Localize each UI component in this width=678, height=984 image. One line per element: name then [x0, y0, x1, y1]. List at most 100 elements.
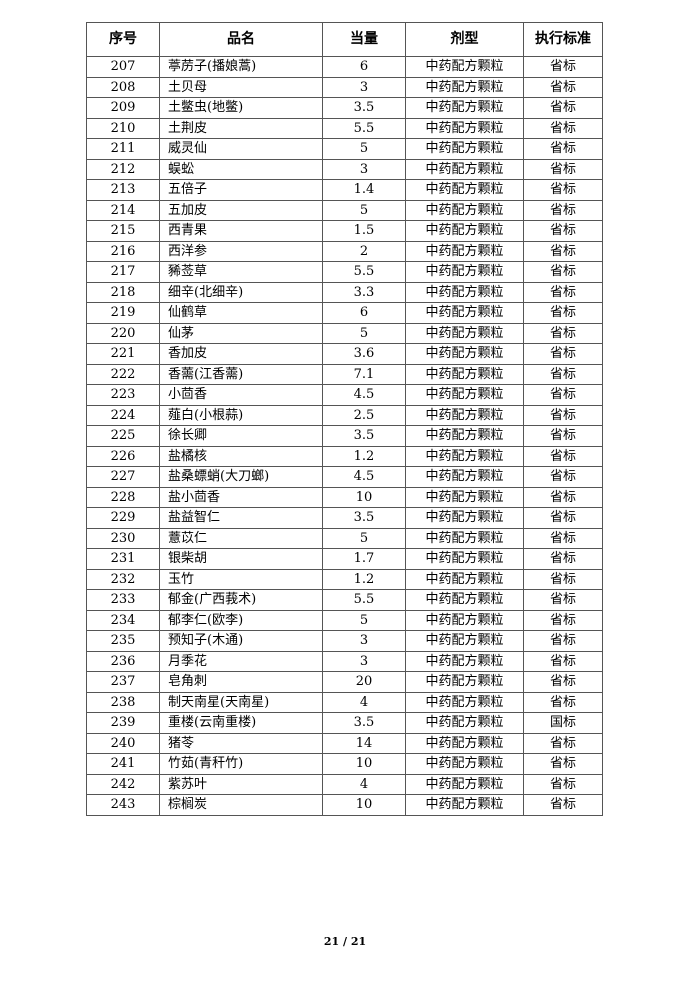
cell-index: 237 [86, 671, 160, 693]
table-row: 240 猪苓 14 中药配方颗粒 省标 [86, 732, 603, 754]
cell-equivalent: 5 [322, 138, 406, 160]
cell-name: 棕榈炭 [159, 794, 323, 816]
cell-standard: 省标 [523, 486, 603, 508]
cell-standard: 省标 [523, 322, 603, 344]
cell-standard: 省标 [523, 466, 603, 488]
table-row: 238 制天南星(天南星) 4 中药配方颗粒 省标 [86, 691, 603, 713]
table-row: 218 细辛(北细辛) 3.3 中药配方颗粒 省标 [86, 281, 603, 303]
header-name: 品名 [159, 22, 323, 57]
cell-index: 231 [86, 548, 160, 570]
cell-dosage-form: 中药配方颗粒 [405, 630, 524, 652]
cell-standard: 省标 [523, 425, 603, 447]
cell-index: 243 [86, 794, 160, 816]
table-row: 217 豨莶草 5.5 中药配方颗粒 省标 [86, 261, 603, 283]
cell-name: 土鳖虫(地鳖) [159, 97, 323, 119]
cell-dosage-form: 中药配方颗粒 [405, 220, 524, 242]
cell-name: 薏苡仁 [159, 527, 323, 549]
cell-name: 盐桑螵蛸(大刀螂) [159, 466, 323, 488]
cell-name: 郁李仁(欧李) [159, 609, 323, 631]
cell-standard: 省标 [523, 97, 603, 119]
table-row: 233 郁金(广西莪术) 5.5 中药配方颗粒 省标 [86, 589, 603, 611]
cell-dosage-form: 中药配方颗粒 [405, 158, 524, 180]
table-row: 228 盐小茴香 10 中药配方颗粒 省标 [86, 486, 603, 508]
cell-dosage-form: 中药配方颗粒 [405, 343, 524, 365]
cell-name: 银柴胡 [159, 548, 323, 570]
cell-dosage-form: 中药配方颗粒 [405, 97, 524, 119]
cell-name: 徐长卿 [159, 425, 323, 447]
cell-index: 218 [86, 281, 160, 303]
cell-dosage-form: 中药配方颗粒 [405, 568, 524, 590]
cell-equivalent: 3.5 [322, 97, 406, 119]
cell-dosage-form: 中药配方颗粒 [405, 794, 524, 816]
cell-name: 紫苏叶 [159, 773, 323, 795]
table-row: 239 重楼(云南重楼) 3.5 中药配方颗粒 国标 [86, 712, 603, 734]
cell-dosage-form: 中药配方颗粒 [405, 712, 524, 734]
cell-name: 土贝母 [159, 76, 323, 98]
table-row: 220 仙茅 5 中药配方颗粒 省标 [86, 322, 603, 344]
cell-equivalent: 3 [322, 650, 406, 672]
cell-equivalent: 3 [322, 630, 406, 652]
cell-index: 214 [86, 199, 160, 221]
cell-standard: 省标 [523, 220, 603, 242]
cell-name: 西青果 [159, 220, 323, 242]
cell-dosage-form: 中药配方颗粒 [405, 56, 524, 78]
cell-standard: 省标 [523, 76, 603, 98]
cell-name: 威灵仙 [159, 138, 323, 160]
cell-name: 郁金(广西莪术) [159, 589, 323, 611]
cell-dosage-form: 中药配方颗粒 [405, 322, 524, 344]
table-row: 237 皂角刺 20 中药配方颗粒 省标 [86, 671, 603, 693]
cell-equivalent: 4 [322, 691, 406, 713]
cell-dosage-form: 中药配方颗粒 [405, 671, 524, 693]
header-standard: 执行标准 [523, 22, 603, 57]
cell-standard: 省标 [523, 773, 603, 795]
cell-dosage-form: 中药配方颗粒 [405, 179, 524, 201]
table-row: 227 盐桑螵蛸(大刀螂) 4.5 中药配方颗粒 省标 [86, 466, 603, 488]
cell-equivalent: 10 [322, 753, 406, 775]
cell-dosage-form: 中药配方颗粒 [405, 691, 524, 713]
cell-name: 盐益智仁 [159, 507, 323, 529]
cell-dosage-form: 中药配方颗粒 [405, 117, 524, 139]
table-row: 235 预知子(木通) 3 中药配方颗粒 省标 [86, 630, 603, 652]
cell-name: 小茴香 [159, 384, 323, 406]
cell-equivalent: 1.5 [322, 220, 406, 242]
cell-equivalent: 6 [322, 302, 406, 324]
cell-index: 210 [86, 117, 160, 139]
table-row: 224 薤白(小根蒜) 2.5 中药配方颗粒 省标 [86, 404, 603, 426]
cell-dosage-form: 中药配方颗粒 [405, 589, 524, 611]
cell-index: 216 [86, 240, 160, 262]
cell-index: 235 [86, 630, 160, 652]
cell-equivalent: 1.4 [322, 179, 406, 201]
cell-index: 211 [86, 138, 160, 160]
table-row: 210 土荆皮 5.5 中药配方颗粒 省标 [86, 117, 603, 139]
table-row: 242 紫苏叶 4 中药配方颗粒 省标 [86, 773, 603, 795]
cell-standard: 省标 [523, 568, 603, 590]
table-row: 229 盐益智仁 3.5 中药配方颗粒 省标 [86, 507, 603, 529]
cell-index: 233 [86, 589, 160, 611]
cell-dosage-form: 中药配方颗粒 [405, 281, 524, 303]
table-row: 230 薏苡仁 5 中药配方颗粒 省标 [86, 527, 603, 549]
table-row: 226 盐橘核 1.2 中药配方颗粒 省标 [86, 445, 603, 467]
cell-standard: 省标 [523, 794, 603, 816]
cell-index: 221 [86, 343, 160, 365]
table-row: 243 棕榈炭 10 中药配方颗粒 省标 [86, 794, 603, 816]
cell-name: 香薷(江香薷) [159, 363, 323, 385]
cell-equivalent: 5.5 [322, 261, 406, 283]
table-row: 232 玉竹 1.2 中药配方颗粒 省标 [86, 568, 603, 590]
cell-index: 226 [86, 445, 160, 467]
cell-equivalent: 4.5 [322, 384, 406, 406]
cell-equivalent: 4.5 [322, 466, 406, 488]
cell-standard: 省标 [523, 445, 603, 467]
cell-name: 细辛(北细辛) [159, 281, 323, 303]
cell-name: 制天南星(天南星) [159, 691, 323, 713]
cell-dosage-form: 中药配方颗粒 [405, 609, 524, 631]
cell-equivalent: 6 [322, 56, 406, 78]
cell-dosage-form: 中药配方颗粒 [405, 76, 524, 98]
cell-standard: 省标 [523, 650, 603, 672]
cell-index: 225 [86, 425, 160, 447]
cell-standard: 省标 [523, 548, 603, 570]
cell-equivalent: 3.5 [322, 507, 406, 529]
table-row: 213 五倍子 1.4 中药配方颗粒 省标 [86, 179, 603, 201]
cell-index: 208 [86, 76, 160, 98]
cell-index: 223 [86, 384, 160, 406]
cell-dosage-form: 中药配方颗粒 [405, 548, 524, 570]
